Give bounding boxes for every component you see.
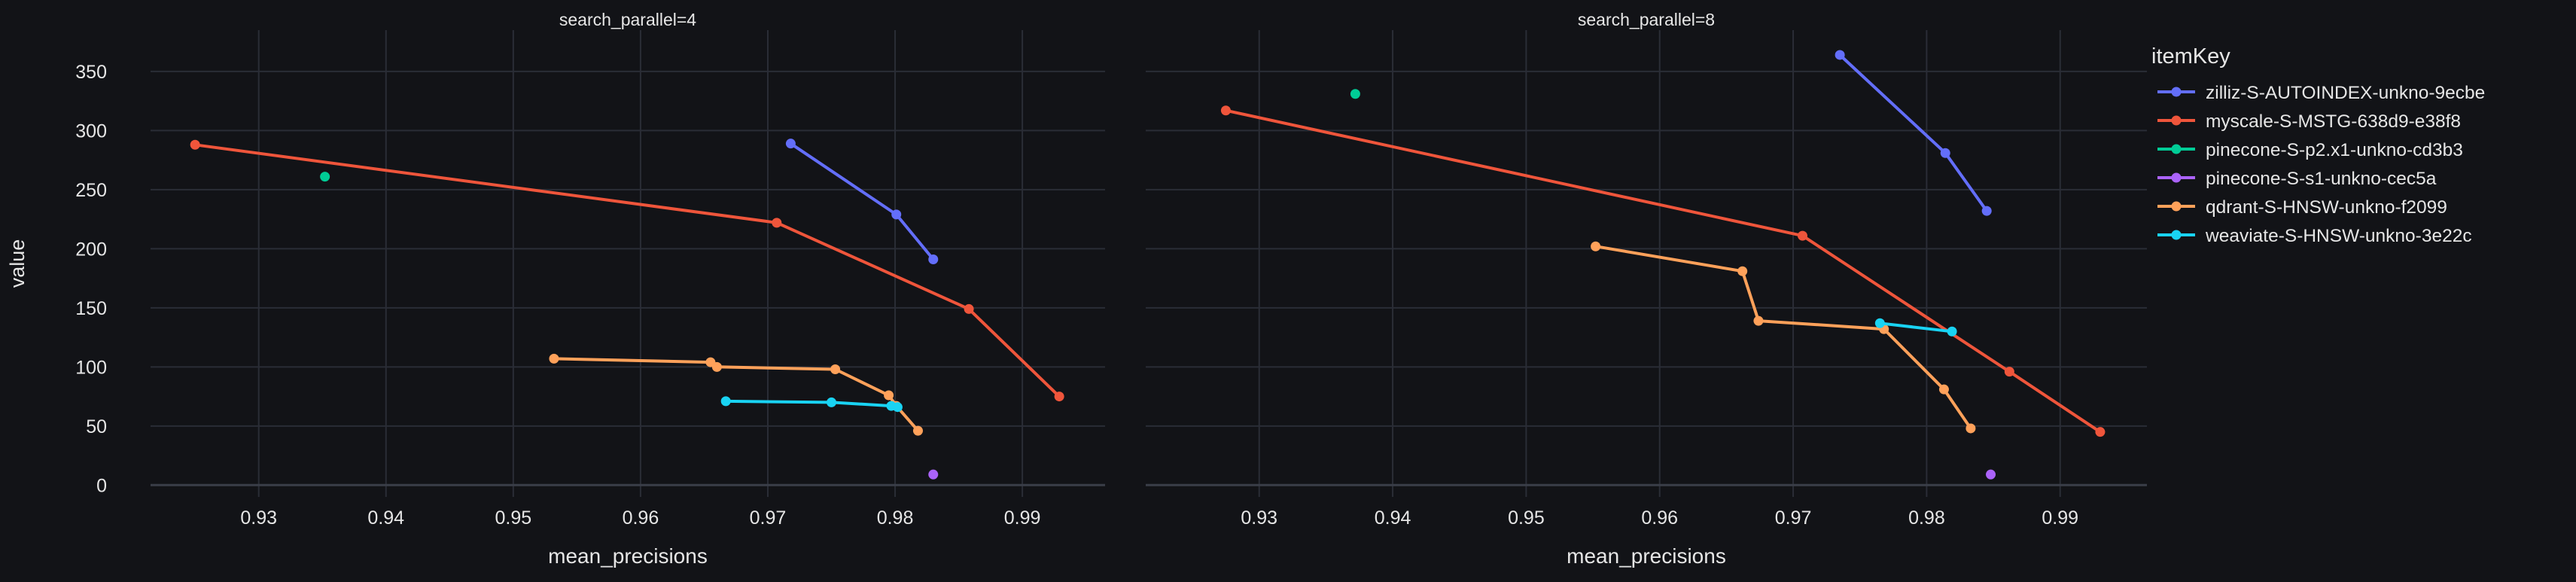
y-tick-label: 350: [75, 62, 107, 83]
x-tick-label: 0.94: [1375, 507, 1411, 529]
legend-marker: [2171, 201, 2182, 212]
x-tick-label: 0.98: [877, 507, 914, 529]
legend-title: itemKey: [2151, 44, 2230, 69]
x-tick-label: 0.95: [495, 507, 532, 529]
data-point: [1737, 266, 1748, 276]
data-point: [1835, 50, 1845, 60]
data-point: [1874, 318, 1885, 328]
data-point: [549, 353, 559, 364]
series-line: [1224, 108, 2102, 434]
legend-entry: pinecone-S-s1-unkno-cec5a: [2206, 169, 2437, 189]
x-tick-label: 0.96: [1641, 507, 1678, 529]
facet-title: search_parallel=4: [559, 10, 696, 29]
x-axis-label: mean_precisions: [548, 544, 708, 568]
data-point: [2004, 367, 2014, 377]
data-point: [1986, 469, 1996, 480]
data-point: [964, 303, 974, 314]
data-point: [891, 209, 902, 220]
data-point: [1591, 241, 1601, 251]
data-point: [912, 425, 923, 436]
data-point: [892, 402, 903, 413]
series-line: [1594, 245, 1972, 430]
y-tick-label: 250: [75, 180, 107, 201]
x-tick-label: 0.99: [1004, 507, 1041, 529]
x-tick-label: 0.97: [750, 507, 787, 529]
legend-entry: myscale-S-MSTG-638d9-e38f8: [2206, 111, 2461, 132]
data-point: [1938, 384, 1949, 395]
data-point: [884, 390, 894, 401]
x-tick-label: 0.96: [623, 507, 659, 529]
plot-area: [151, 30, 1105, 497]
data-point: [1981, 206, 1992, 216]
data-point: [827, 397, 837, 407]
x-tick-label: 0.98: [1908, 507, 1945, 529]
series-line: [193, 143, 1061, 398]
x-tick-label: 0.97: [1775, 507, 1812, 529]
data-point: [928, 254, 939, 265]
legend-marker: [2171, 144, 2182, 154]
x-tick-label: 0.93: [240, 507, 277, 529]
data-point: [1947, 326, 1957, 337]
data-point: [830, 364, 841, 374]
data-point: [1220, 105, 1231, 116]
x-tick-label: 0.93: [1241, 507, 1277, 529]
legend-marker: [2171, 87, 2182, 97]
legend-marker: [2171, 230, 2182, 240]
x-axis-label: mean_precisions: [1567, 544, 1726, 568]
legend-marker: [2171, 172, 2182, 183]
facet-title: search_parallel=8: [1578, 10, 1715, 29]
data-point: [1350, 89, 1360, 99]
data-point: [190, 139, 200, 150]
y-tick-label: 0: [96, 475, 107, 496]
x-tick-label: 0.99: [2042, 507, 2078, 529]
data-point: [772, 218, 782, 228]
data-point: [785, 139, 796, 149]
legend-entry: zilliz-S-AUTOINDEX-unkno-9ecbe: [2206, 83, 2485, 103]
y-tick-label: 300: [75, 120, 107, 142]
y-tick-label: 50: [86, 416, 107, 437]
legend-marker: [2171, 115, 2182, 126]
legend-entry: qdrant-S-HNSW-unkno-f2099: [2206, 197, 2447, 218]
plot-area: [1146, 30, 2147, 497]
y-tick-label: 150: [75, 298, 107, 319]
data-point: [1753, 315, 1764, 326]
data-point: [711, 361, 722, 372]
y-tick-label: 100: [75, 357, 107, 378]
legend-entry: pinecone-S-p2.x1-unkno-cd3b3: [2206, 140, 2463, 160]
y-tick-label: 200: [75, 239, 107, 260]
data-point: [1940, 148, 1950, 158]
data-point: [1054, 392, 1064, 402]
legend-entry: weaviate-S-HNSW-unkno-3e22c: [2205, 226, 2472, 246]
data-point: [1965, 423, 1976, 434]
x-tick-label: 0.95: [1508, 507, 1545, 529]
data-point: [1797, 230, 1807, 241]
series-line: [1878, 321, 1954, 334]
data-point: [2095, 427, 2106, 437]
data-point: [928, 469, 939, 480]
data-point: [720, 396, 731, 407]
x-tick-label: 0.94: [367, 507, 404, 529]
data-point: [320, 172, 330, 182]
y-axis-label: value: [6, 239, 29, 288]
